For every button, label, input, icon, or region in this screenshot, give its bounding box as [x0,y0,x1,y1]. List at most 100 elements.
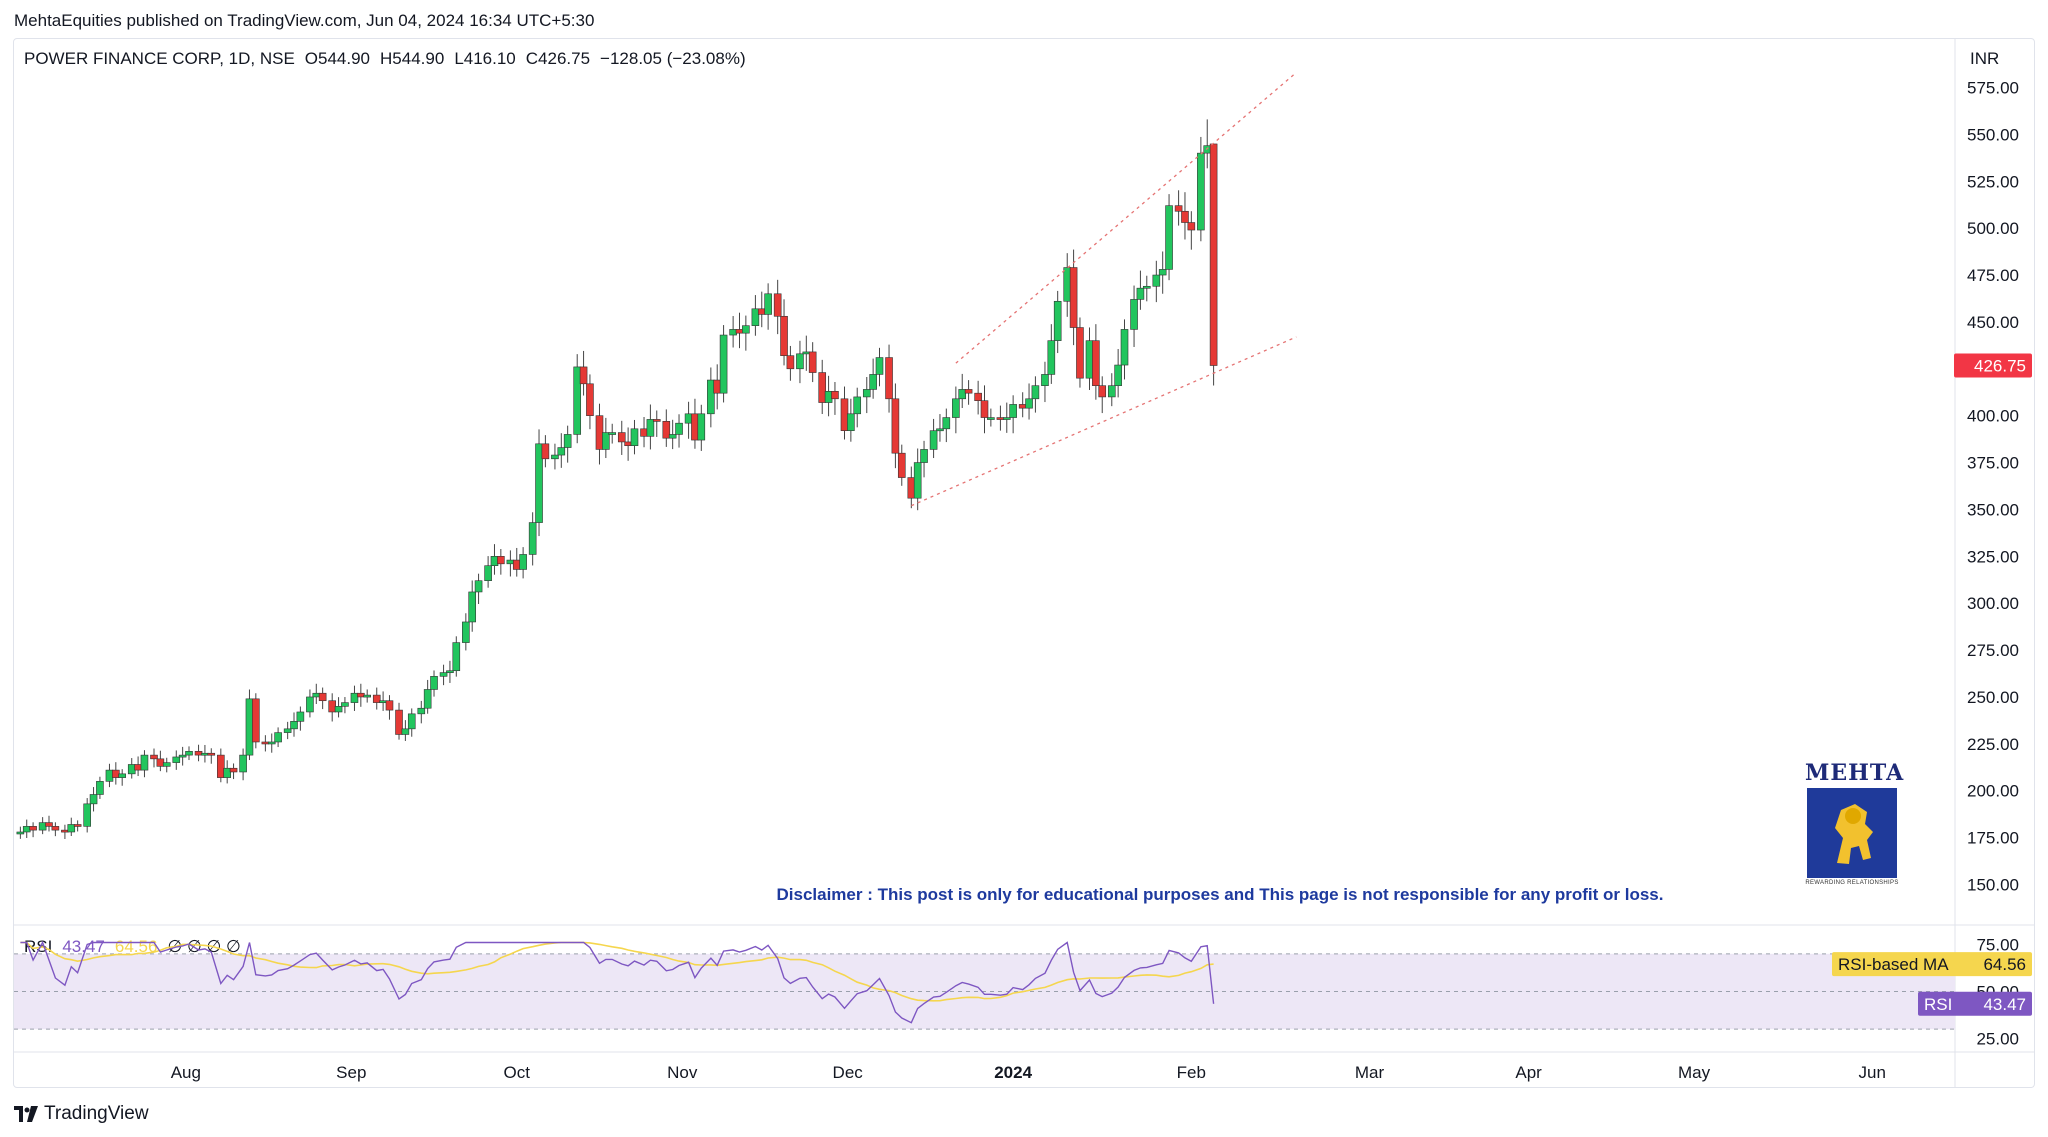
time-tick-label: Sep [336,1063,366,1082]
rsi-legend-value: 43.47 [62,937,105,956]
price-tick-label: 550.00 [1967,125,2019,144]
rsi-legend-ma-value: 64.56 [114,937,158,956]
candle-body [1142,285,1151,289]
price-change: −128.05 (−23.08%) [600,49,746,68]
price-tick-label: 225.00 [1967,735,2019,754]
candle-body [557,447,566,456]
candle-body [742,325,750,334]
candle-body [1009,404,1017,418]
candle-body [423,689,432,709]
candle-body [617,432,626,443]
candle-body [764,293,772,315]
candle-body [751,308,760,326]
candle-body [172,756,181,763]
rsi-line [20,940,1215,1024]
price-tick-label: 575.00 [1967,79,2019,98]
candle-body [118,773,126,778]
candle-body [929,430,938,450]
candle-body [194,751,203,756]
candle-body [156,758,165,767]
candle-body [952,398,960,418]
publisher-line: MehtaEquities published on TradingView.c… [14,11,595,30]
candle-body [1187,222,1196,231]
candle-body [267,741,276,745]
candle-body [328,700,336,713]
candle-body [1114,364,1122,386]
candle-body [1209,143,1218,366]
candle-body [1136,287,1145,300]
candle-body [958,389,967,400]
candle-body [519,554,527,570]
upper-trendline [955,72,1297,364]
candle-body [417,707,426,715]
candle-body [61,829,69,833]
candle-body [630,428,639,446]
candle-body [624,441,632,446]
candle-body [1098,385,1107,398]
candle-body [341,702,349,707]
price-tick-label: 300.00 [1967,594,2019,613]
candle-body [869,374,877,390]
candle-body [318,692,327,702]
candle-body [1018,404,1027,409]
candle-body [964,389,973,394]
candle-body [862,389,871,398]
time-tick-label: Feb [1177,1063,1206,1082]
candle-body [252,698,260,743]
candle-body [691,413,699,441]
candle-body [439,672,448,677]
candle-body [891,398,900,454]
rsi-ma-tag-label: RSI-based MA [1838,955,1949,974]
candle-body [1063,267,1072,302]
candle-body [484,565,492,582]
rsi-ma-tag-value: 64.56 [1983,955,2026,974]
rsi-value-tag-value: 43.47 [1983,995,2026,1014]
candle-body [729,329,737,336]
candle-body [96,781,104,795]
last-price-tag [1954,353,2032,378]
ohlc-low: L416.10 [454,49,516,68]
price-tick-label: 475.00 [1967,266,2019,285]
ohlc-close: C426.75 [525,49,591,68]
candle-body [112,769,120,778]
candle-body [1031,385,1040,400]
ohlc-high: H544.90 [380,49,445,68]
candle-body [535,443,543,523]
candle-body [1092,340,1100,386]
candle-body [713,379,722,394]
candle-body [818,372,827,403]
candle-body [1047,340,1056,375]
candle-body [379,700,387,704]
rsi-value-tag-label: RSI [1924,995,1952,1014]
rsi-ma-tag [1832,952,2032,977]
candle-body [602,432,610,450]
candle-body [89,794,98,805]
candle-body [334,706,343,713]
candle-body [936,428,944,432]
candle-body [1041,374,1049,386]
candle-body [573,366,582,435]
candle-body [51,826,60,831]
candle-body [675,422,683,435]
candle-body [462,621,470,643]
candle-body [1165,205,1173,270]
candle-body [987,417,995,420]
ohlc-open: O544.90 [304,49,371,68]
symbol-legend: POWER FINANCE CORP, 1D, NSE O544.90 H544.9… [24,49,756,69]
candle-body [67,824,76,833]
candle-body [1053,300,1062,341]
time-tick-label: Mar [1355,1063,1385,1082]
time-tick-label: Dec [833,1063,864,1082]
candle-body [697,413,706,441]
candle-body [980,400,989,418]
candle-body [885,357,893,400]
candle-body [357,692,365,698]
candle-body [907,477,916,499]
symbol-name[interactable]: POWER FINANCE CORP, 1D, NSE [24,49,295,68]
candle-body [22,826,31,833]
tradingview-footer[interactable]: TradingView [14,1103,149,1125]
lion-icon [1807,788,1897,878]
candle-body [802,351,811,355]
time-tick-label: May [1678,1063,1711,1082]
